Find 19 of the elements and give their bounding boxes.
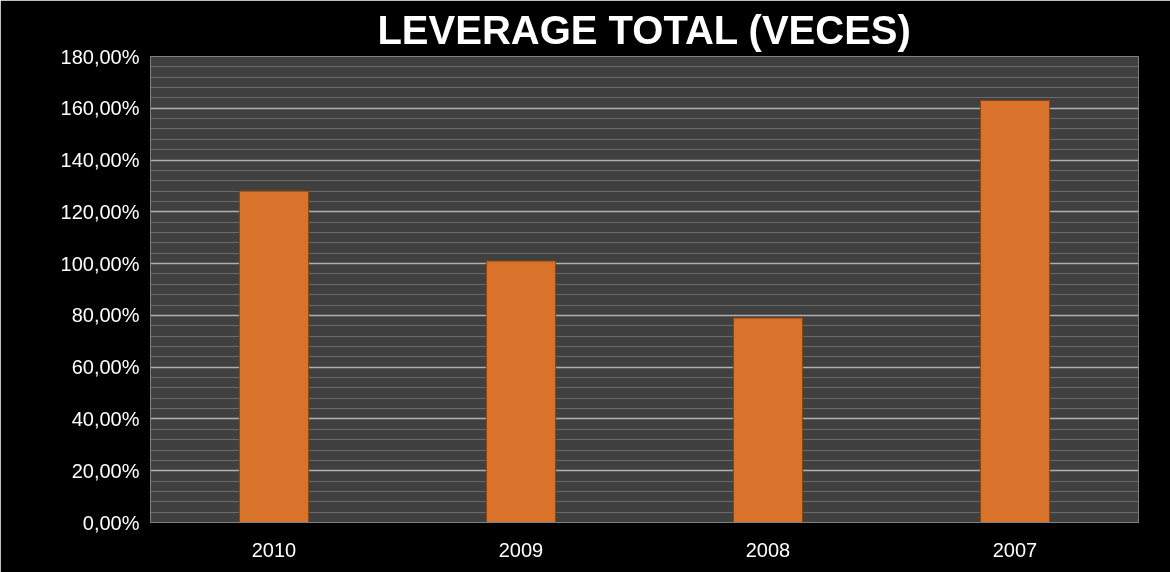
x-tick-label: 2007	[992, 538, 1038, 561]
y-tick-label: 20,00%	[71, 459, 140, 482]
y-tick-label: 180,00%	[60, 45, 140, 68]
y-tick-label: 0,00%	[82, 511, 140, 534]
y-tick-label: 40,00%	[71, 407, 140, 430]
y-tick-label: 100,00%	[60, 252, 140, 275]
x-tick-label: 2009	[498, 538, 544, 561]
x-tick-label: 2010	[251, 538, 297, 561]
y-tick-label: 120,00%	[60, 200, 140, 223]
chart-title: LEVERAGE TOTAL (VECES)	[377, 7, 911, 52]
y-tick-label: 140,00%	[60, 149, 140, 172]
y-tick-label: 60,00%	[71, 356, 140, 379]
bar	[485, 260, 557, 523]
x-tick-label: 2008	[745, 538, 791, 561]
y-tick-label: 80,00%	[71, 304, 140, 327]
y-tick-label: 160,00%	[60, 97, 140, 120]
bar	[979, 100, 1051, 523]
bar	[238, 190, 310, 523]
bar	[732, 317, 804, 523]
